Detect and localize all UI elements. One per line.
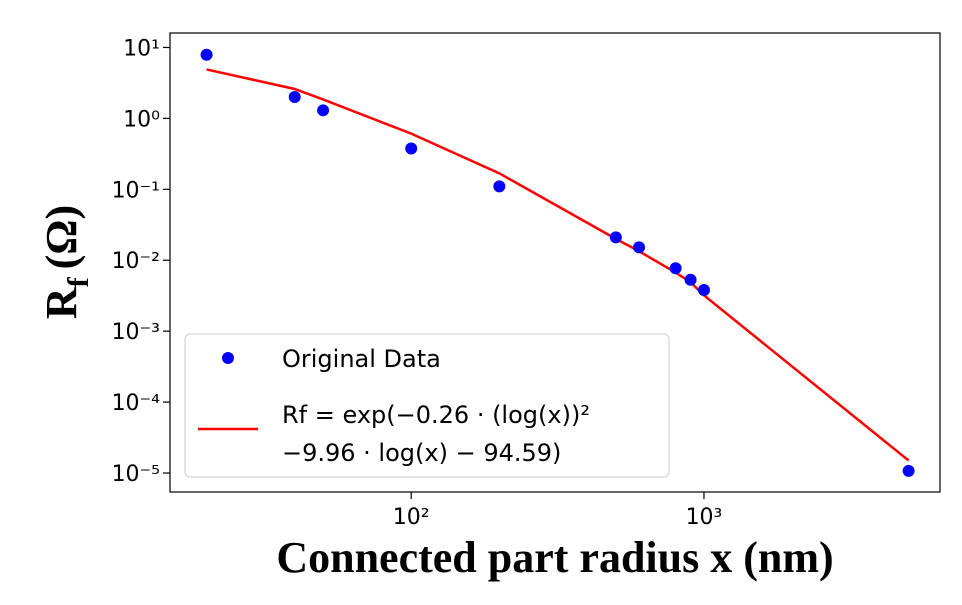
data-point [669,262,682,275]
legend-label: Rf = exp(−0.26 · (log(x))² [282,401,590,429]
y-tick-label: 10¹ [123,36,160,61]
legend-box [184,333,670,478]
data-point [493,180,506,193]
data-point [200,48,213,61]
y-tick-label: 10⁻² [112,249,160,274]
y-label-sub: f [62,276,95,287]
plot-frame [169,32,941,493]
y-tick-label: 10⁻³ [112,320,160,345]
data-point [684,273,697,286]
data-point [609,231,622,244]
legend-label: Original Data [282,345,441,373]
y-label-unit: (Ω) [37,205,86,270]
data-point [697,284,710,297]
y-tick-label: 10⁰ [123,107,160,132]
y-tick-label: 10⁻¹ [112,178,160,203]
data-point [317,104,330,117]
data-point [633,241,646,254]
data-point [288,91,301,104]
x-tick-label: 10³ [686,505,723,530]
data-point [902,464,915,477]
y-label-main: R [37,286,86,319]
data-point [405,142,418,155]
y-tick-label: 10⁻⁵ [112,462,160,487]
y-axis-label: Rf (Ω) [37,205,95,319]
x-tick-label: 10² [393,505,430,530]
legend-label: −9.96 · log(x) − 94.59) [282,439,561,467]
x-axis-label: Connected part radius x (nm) [276,533,833,582]
y-tick-label: 10⁻⁴ [112,391,161,416]
legend-marker [222,352,234,364]
